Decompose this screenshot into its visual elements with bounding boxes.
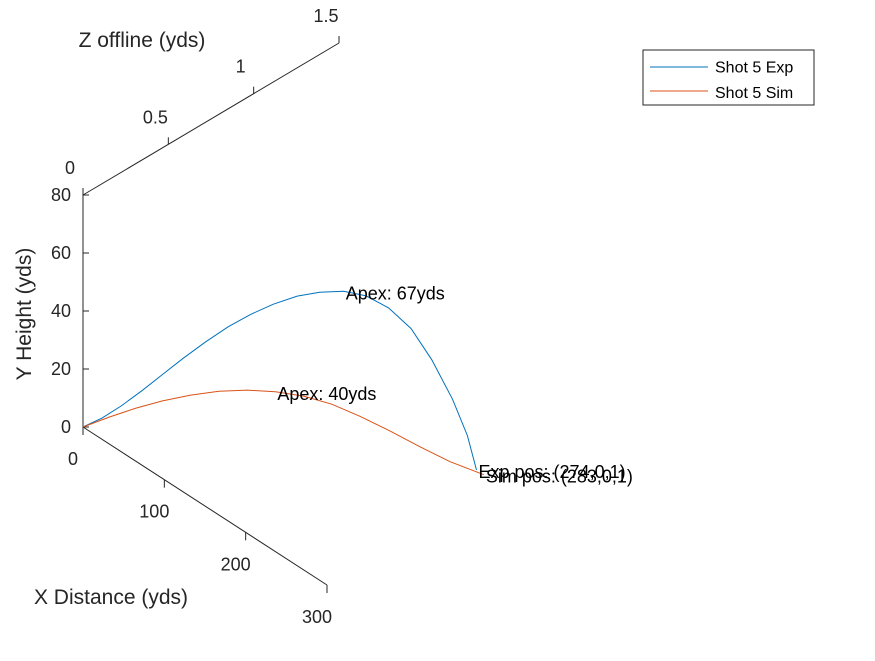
- y-tick-label: 60: [51, 243, 71, 263]
- z-axis-line: [82, 42, 340, 196]
- annotation-layer: Apex: 67yds Apex: 40yds Exp pos: (274,0,1)…: [277, 284, 633, 487]
- z-tick-label: 0.5: [143, 107, 168, 127]
- z-tick-label: 0: [65, 158, 75, 178]
- x-axis-line: [82, 426, 328, 586]
- annotation-apex-exp: Apex: 67yds: [346, 284, 445, 304]
- x-tick-label: 300: [302, 607, 332, 627]
- legend-label-sim: Shot 5 Sim: [715, 85, 793, 102]
- legend-box: [642, 49, 815, 106]
- axes-layer: 0 100 200 300 X Distance (yds) 0 20 40 60 80 Y Hei…: [13, 6, 340, 627]
- legend: Shot 5 Exp Shot 5 Sim: [642, 49, 815, 106]
- x-tick-label: 100: [139, 502, 169, 522]
- x-tick-label: 0: [68, 449, 78, 469]
- series-layer: [82, 290, 484, 476]
- y-tick-label: 0: [61, 417, 71, 437]
- annotation-end-exp: Exp pos: (274,0,1): [479, 462, 626, 482]
- z-tick-label: 1: [236, 57, 246, 77]
- legend-label-exp: Shot 5 Exp: [715, 60, 793, 77]
- x-tick-label: 200: [221, 554, 251, 574]
- annotation-end-sim: Sim pos: (283,0,1): [486, 467, 633, 487]
- x-axis-label: X Distance (yds): [34, 586, 188, 609]
- z-axis-label: Z offline (yds): [79, 29, 206, 52]
- series-line-sim: [82, 389, 484, 476]
- y-tick-label: 40: [51, 301, 71, 321]
- y-tick-label: 80: [51, 185, 71, 205]
- z-tick-label: 1.5: [313, 6, 338, 26]
- y-axis-label: Y Height (yds): [13, 248, 36, 381]
- y-tick-label: 20: [51, 359, 71, 379]
- annotation-apex-sim: Apex: 40yds: [277, 384, 376, 404]
- series-line-exp: [82, 290, 477, 471]
